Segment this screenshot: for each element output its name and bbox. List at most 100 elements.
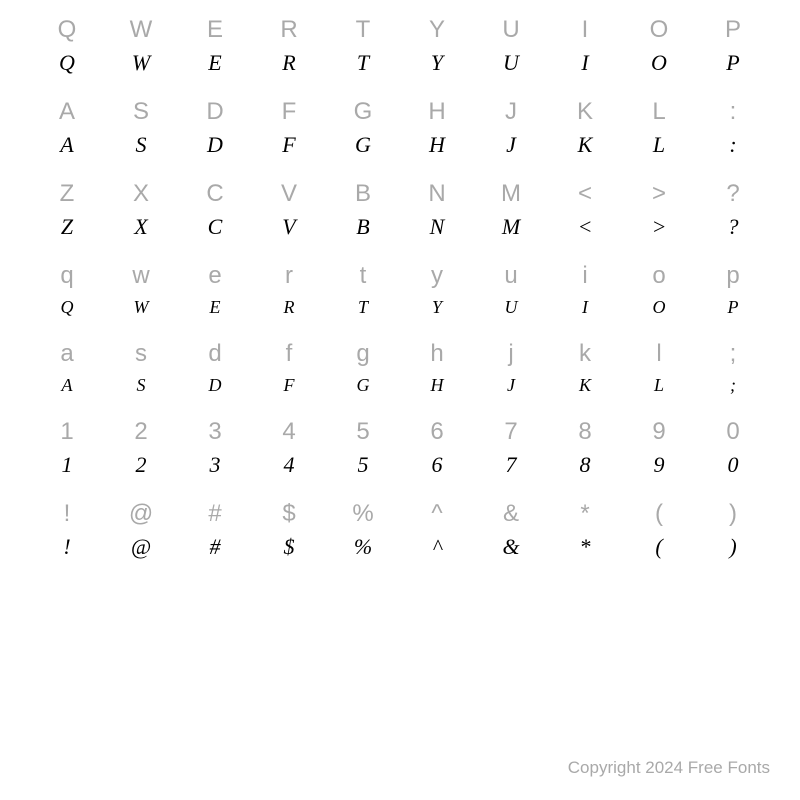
reference-glyph: X [133, 182, 149, 206]
reference-glyph: G [354, 100, 373, 124]
glyph-cell: pP [696, 264, 770, 328]
specimen-glyph: F [282, 134, 295, 156]
specimen-glyph: V [282, 216, 295, 238]
specimen-glyph: R [284, 298, 295, 316]
glyph-cell: 22 [104, 420, 178, 488]
reference-glyph: B [355, 182, 371, 206]
reference-glyph: 7 [504, 420, 517, 444]
reference-glyph: 4 [282, 420, 295, 444]
reference-glyph: p [726, 264, 739, 288]
glyph-cell: fF [252, 342, 326, 406]
specimen-glyph: G [355, 134, 371, 156]
specimen-glyph: 1 [62, 454, 73, 476]
glyph-cell: jJ [474, 342, 548, 406]
glyph-cell: RR [252, 18, 326, 86]
specimen-glyph: S [136, 134, 147, 156]
reference-glyph: ^ [431, 502, 442, 526]
specimen-glyph: I [581, 52, 588, 74]
specimen-glyph: Y [431, 52, 443, 74]
specimen-glyph: M [502, 216, 520, 238]
specimen-glyph: P [726, 52, 739, 74]
specimen-glyph: W [134, 298, 149, 316]
glyph-cell: iI [548, 264, 622, 328]
reference-glyph: 9 [652, 420, 665, 444]
reference-glyph: L [652, 100, 665, 124]
specimen-glyph: H [431, 376, 444, 394]
reference-glyph: ! [64, 502, 71, 526]
glyph-cell: wW [104, 264, 178, 328]
glyph-cell: WW [104, 18, 178, 86]
specimen-glyph: U [505, 298, 518, 316]
glyph-cell: YY [400, 18, 474, 86]
glyph-cell: HH [400, 100, 474, 168]
glyph-cell: dD [178, 342, 252, 406]
glyph-cell: CC [178, 182, 252, 250]
specimen-glyph: < [578, 216, 593, 238]
glyph-cell: 99 [622, 420, 696, 488]
glyph-cell: NN [400, 182, 474, 250]
reference-glyph: N [428, 182, 445, 206]
reference-glyph: J [505, 100, 517, 124]
glyph-cell: 66 [400, 420, 474, 488]
reference-glyph: E [207, 18, 223, 42]
specimen-glyph: W [132, 52, 150, 74]
specimen-glyph: 3 [210, 454, 221, 476]
glyph-cell: sS [104, 342, 178, 406]
glyph-cell: FF [252, 100, 326, 168]
glyph-cell: && [474, 502, 548, 570]
specimen-glyph: B [356, 216, 369, 238]
glyph-cell: uU [474, 264, 548, 328]
glyph-cell: @@ [104, 502, 178, 570]
reference-glyph: O [650, 18, 669, 42]
specimen-glyph: % [354, 536, 372, 558]
glyph-cell: kK [548, 342, 622, 406]
glyph-cell: ;; [696, 342, 770, 406]
specimen-glyph: K [579, 376, 591, 394]
glyph-cell: rR [252, 264, 326, 328]
specimen-glyph: 2 [136, 454, 147, 476]
specimen-glyph: ? [728, 216, 739, 238]
specimen-glyph: > [652, 216, 667, 238]
glyph-cell: :: [696, 100, 770, 168]
glyph-cell: MM [474, 182, 548, 250]
reference-glyph: Z [60, 182, 75, 206]
glyph-cell: %% [326, 502, 400, 570]
glyph-cell: 00 [696, 420, 770, 488]
glyph-grid: QQWWEERRTTYYUUIIOOPPAASSDDFFGGHHJJKKLL::… [30, 18, 770, 584]
glyph-cell: ## [178, 502, 252, 570]
reference-glyph: j [508, 342, 513, 366]
reference-glyph: < [578, 182, 592, 206]
specimen-glyph: I [582, 298, 588, 316]
reference-glyph: 2 [134, 420, 147, 444]
glyph-cell: gG [326, 342, 400, 406]
reference-glyph: ? [726, 182, 739, 206]
specimen-glyph: 8 [580, 454, 591, 476]
specimen-glyph: ! [63, 536, 70, 558]
specimen-glyph: S [137, 376, 146, 394]
glyph-cell: TT [326, 18, 400, 86]
reference-glyph: f [286, 342, 293, 366]
glyph-cell: hH [400, 342, 474, 406]
glyph-cell: SS [104, 100, 178, 168]
glyph-cell: aA [30, 342, 104, 406]
reference-glyph: h [430, 342, 443, 366]
reference-glyph: a [60, 342, 73, 366]
reference-glyph: I [582, 18, 589, 42]
reference-glyph: d [208, 342, 221, 366]
specimen-glyph: K [578, 134, 593, 156]
reference-glyph: $ [282, 502, 295, 526]
glyph-cell: $$ [252, 502, 326, 570]
reference-glyph: C [206, 182, 223, 206]
specimen-glyph: L [653, 134, 665, 156]
reference-glyph: l [656, 342, 661, 366]
reference-glyph: 1 [60, 420, 73, 444]
reference-glyph: W [130, 18, 153, 42]
reference-glyph: ( [655, 502, 663, 526]
reference-glyph: 6 [430, 420, 443, 444]
specimen-glyph: Q [59, 52, 75, 74]
reference-glyph: * [580, 502, 589, 526]
glyph-cell: 88 [548, 420, 622, 488]
glyph-cell: >> [622, 182, 696, 250]
glyph-cell: oO [622, 264, 696, 328]
specimen-glyph: 0 [728, 454, 739, 476]
